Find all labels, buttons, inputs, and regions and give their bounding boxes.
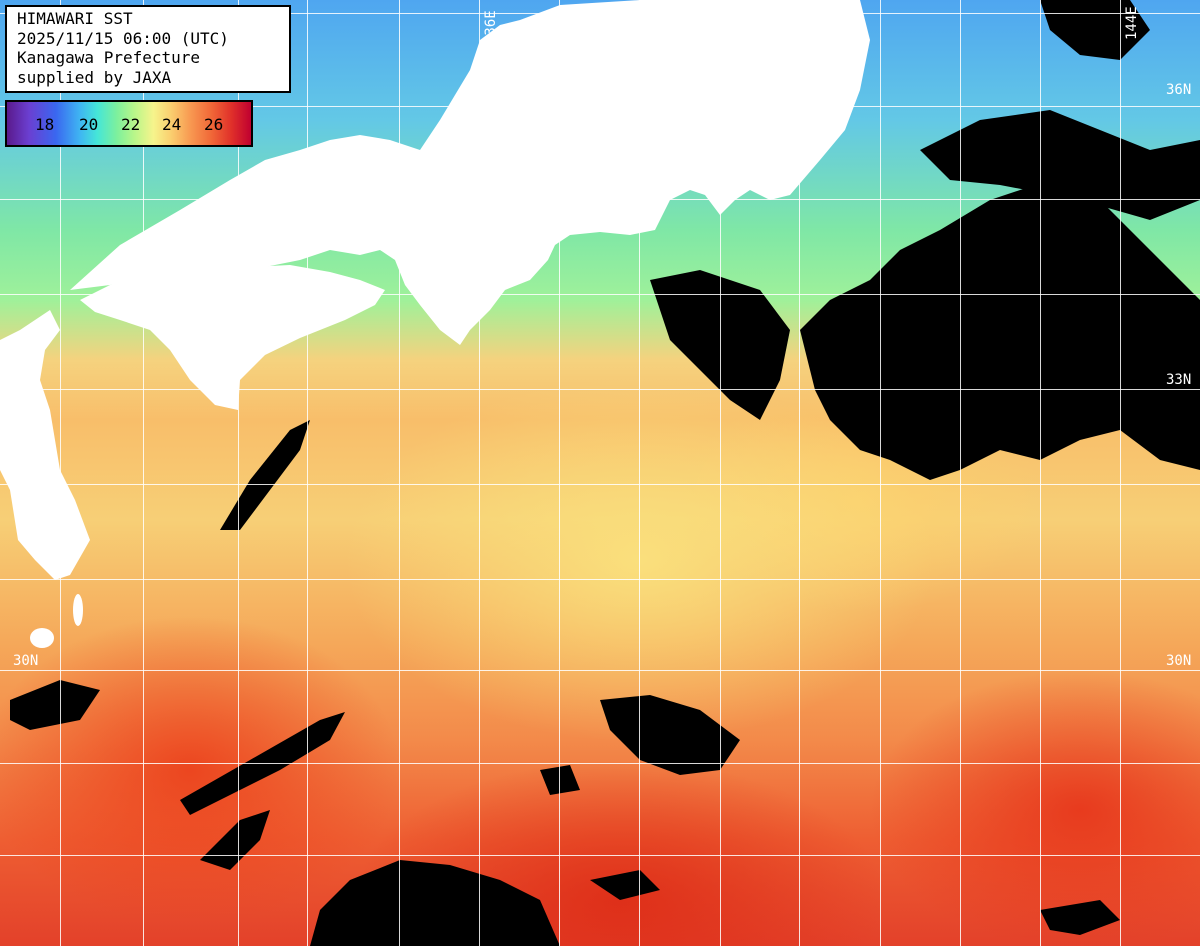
colorbar-tick-24: 24 <box>162 115 182 134</box>
title-source-org: Kanagawa Prefecture <box>17 48 201 67</box>
cloud-mask-top <box>1040 0 1150 60</box>
colorbar-tick-26: 26 <box>204 115 224 134</box>
cloud-streak-7 <box>590 870 660 900</box>
cloud-streak-1 <box>220 420 310 530</box>
cloud-streak-4 <box>10 680 100 730</box>
cloud-streak-6 <box>1040 900 1120 935</box>
lat-label-36n: 36N <box>1166 82 1192 98</box>
lon-label-144e: 144E <box>1124 6 1140 40</box>
title-box: HIMAWARI SST 2025/11/15 06:00 (UTC) Kana… <box>5 5 291 93</box>
title-timestamp: 2025/11/15 06:00 (UTC) <box>17 28 229 48</box>
land-honshu <box>70 0 870 345</box>
lat-label-30n-right: 30N <box>1166 653 1192 669</box>
colorbar-tick-20: 20 <box>79 115 99 134</box>
cloud-mask-south <box>310 860 560 946</box>
title-supplier: supplied by JAXA <box>17 67 172 87</box>
colorbar-tick-18: 18 <box>35 115 55 134</box>
lat-label-30n-left: 30N <box>13 653 39 669</box>
land-island-1 <box>30 628 54 648</box>
temperature-colorbar: 18 20 22 24 26 <box>5 100 253 147</box>
cloud-mask-ne <box>920 110 1200 220</box>
land-island-2 <box>73 594 83 626</box>
lon-label-136e: 136E <box>483 10 499 44</box>
cloud-mask-east <box>800 180 1200 480</box>
colorbar-tick-22: 22 <box>121 115 141 134</box>
land-shikoku <box>80 265 385 410</box>
lat-label-33n: 33N <box>1166 372 1192 388</box>
land-kyushu <box>0 310 90 580</box>
cloud-streak-2 <box>200 810 270 870</box>
cloud-mask-band <box>600 695 740 775</box>
title-product: HIMAWARI SST <box>17 9 133 28</box>
